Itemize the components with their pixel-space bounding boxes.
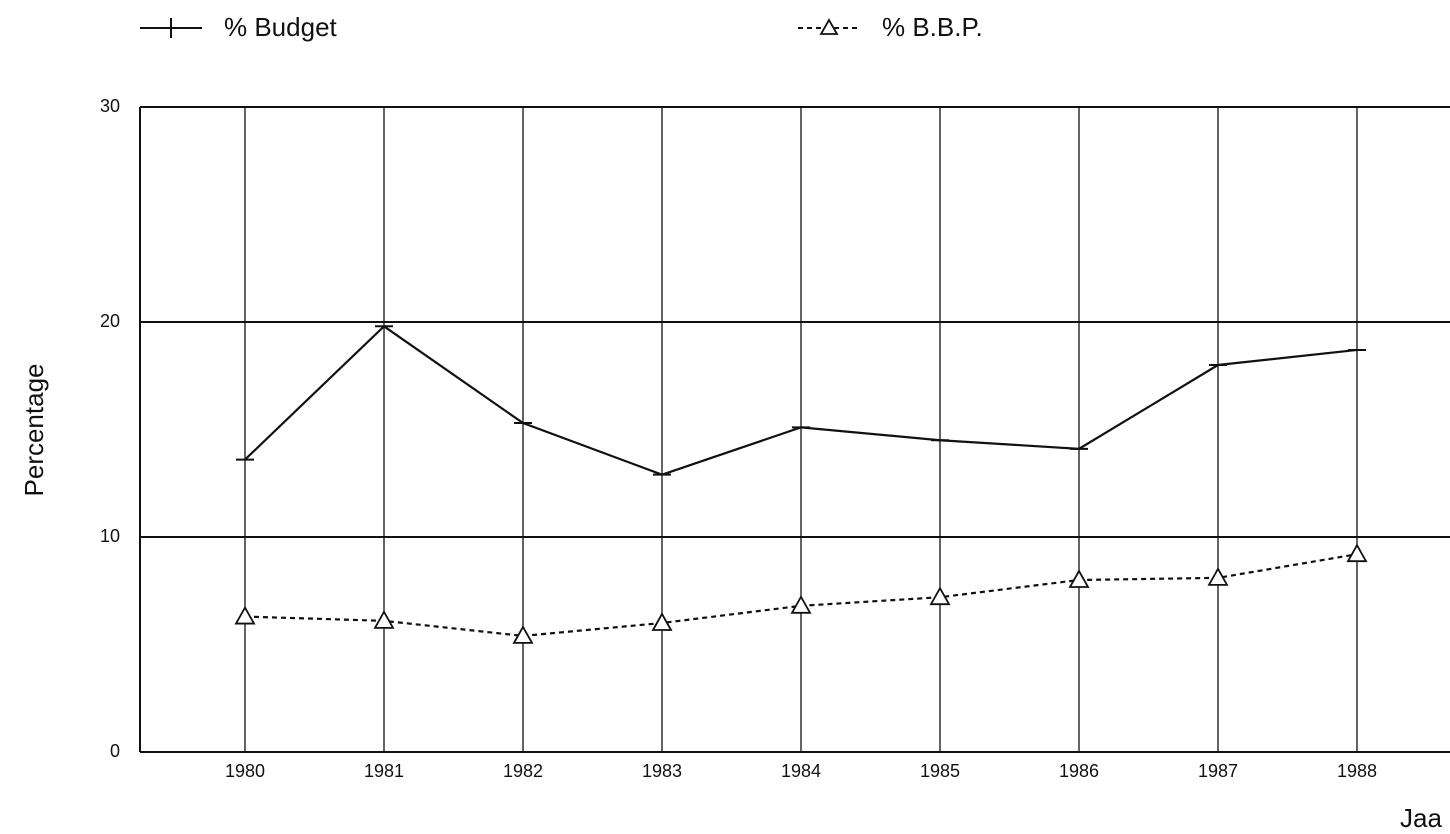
x-tick-label: 1980 [225, 761, 265, 781]
x-tick-label: 1982 [503, 761, 543, 781]
marker [373, 610, 395, 629]
x-tick-label: 1983 [642, 761, 682, 781]
x-tick-label: 1981 [364, 761, 404, 781]
y-axis-label: Percentage [19, 364, 49, 497]
y-tick-label: 10 [100, 526, 120, 546]
x-tick-label: 1986 [1059, 761, 1099, 781]
legend-marker [819, 18, 839, 35]
legend-label: % B.B.P. [882, 12, 983, 42]
y-tick-label: 20 [100, 311, 120, 331]
marker [234, 605, 256, 625]
marker [1068, 569, 1090, 588]
legend-label: % Budget [224, 12, 338, 42]
marker [1346, 543, 1368, 563]
x-tick-label: 1984 [781, 761, 821, 781]
y-tick-label: 0 [110, 741, 120, 761]
marker [1207, 567, 1229, 586]
y-tick-label: 30 [100, 96, 120, 116]
marker [512, 625, 534, 644]
x-axis-label: Jaa [1400, 803, 1442, 833]
marker [651, 612, 673, 631]
marker [929, 586, 951, 606]
x-tick-label: 1988 [1337, 761, 1377, 781]
marker [790, 594, 812, 614]
x-tick-label: 1985 [920, 761, 960, 781]
x-tick-label: 1987 [1198, 761, 1238, 781]
